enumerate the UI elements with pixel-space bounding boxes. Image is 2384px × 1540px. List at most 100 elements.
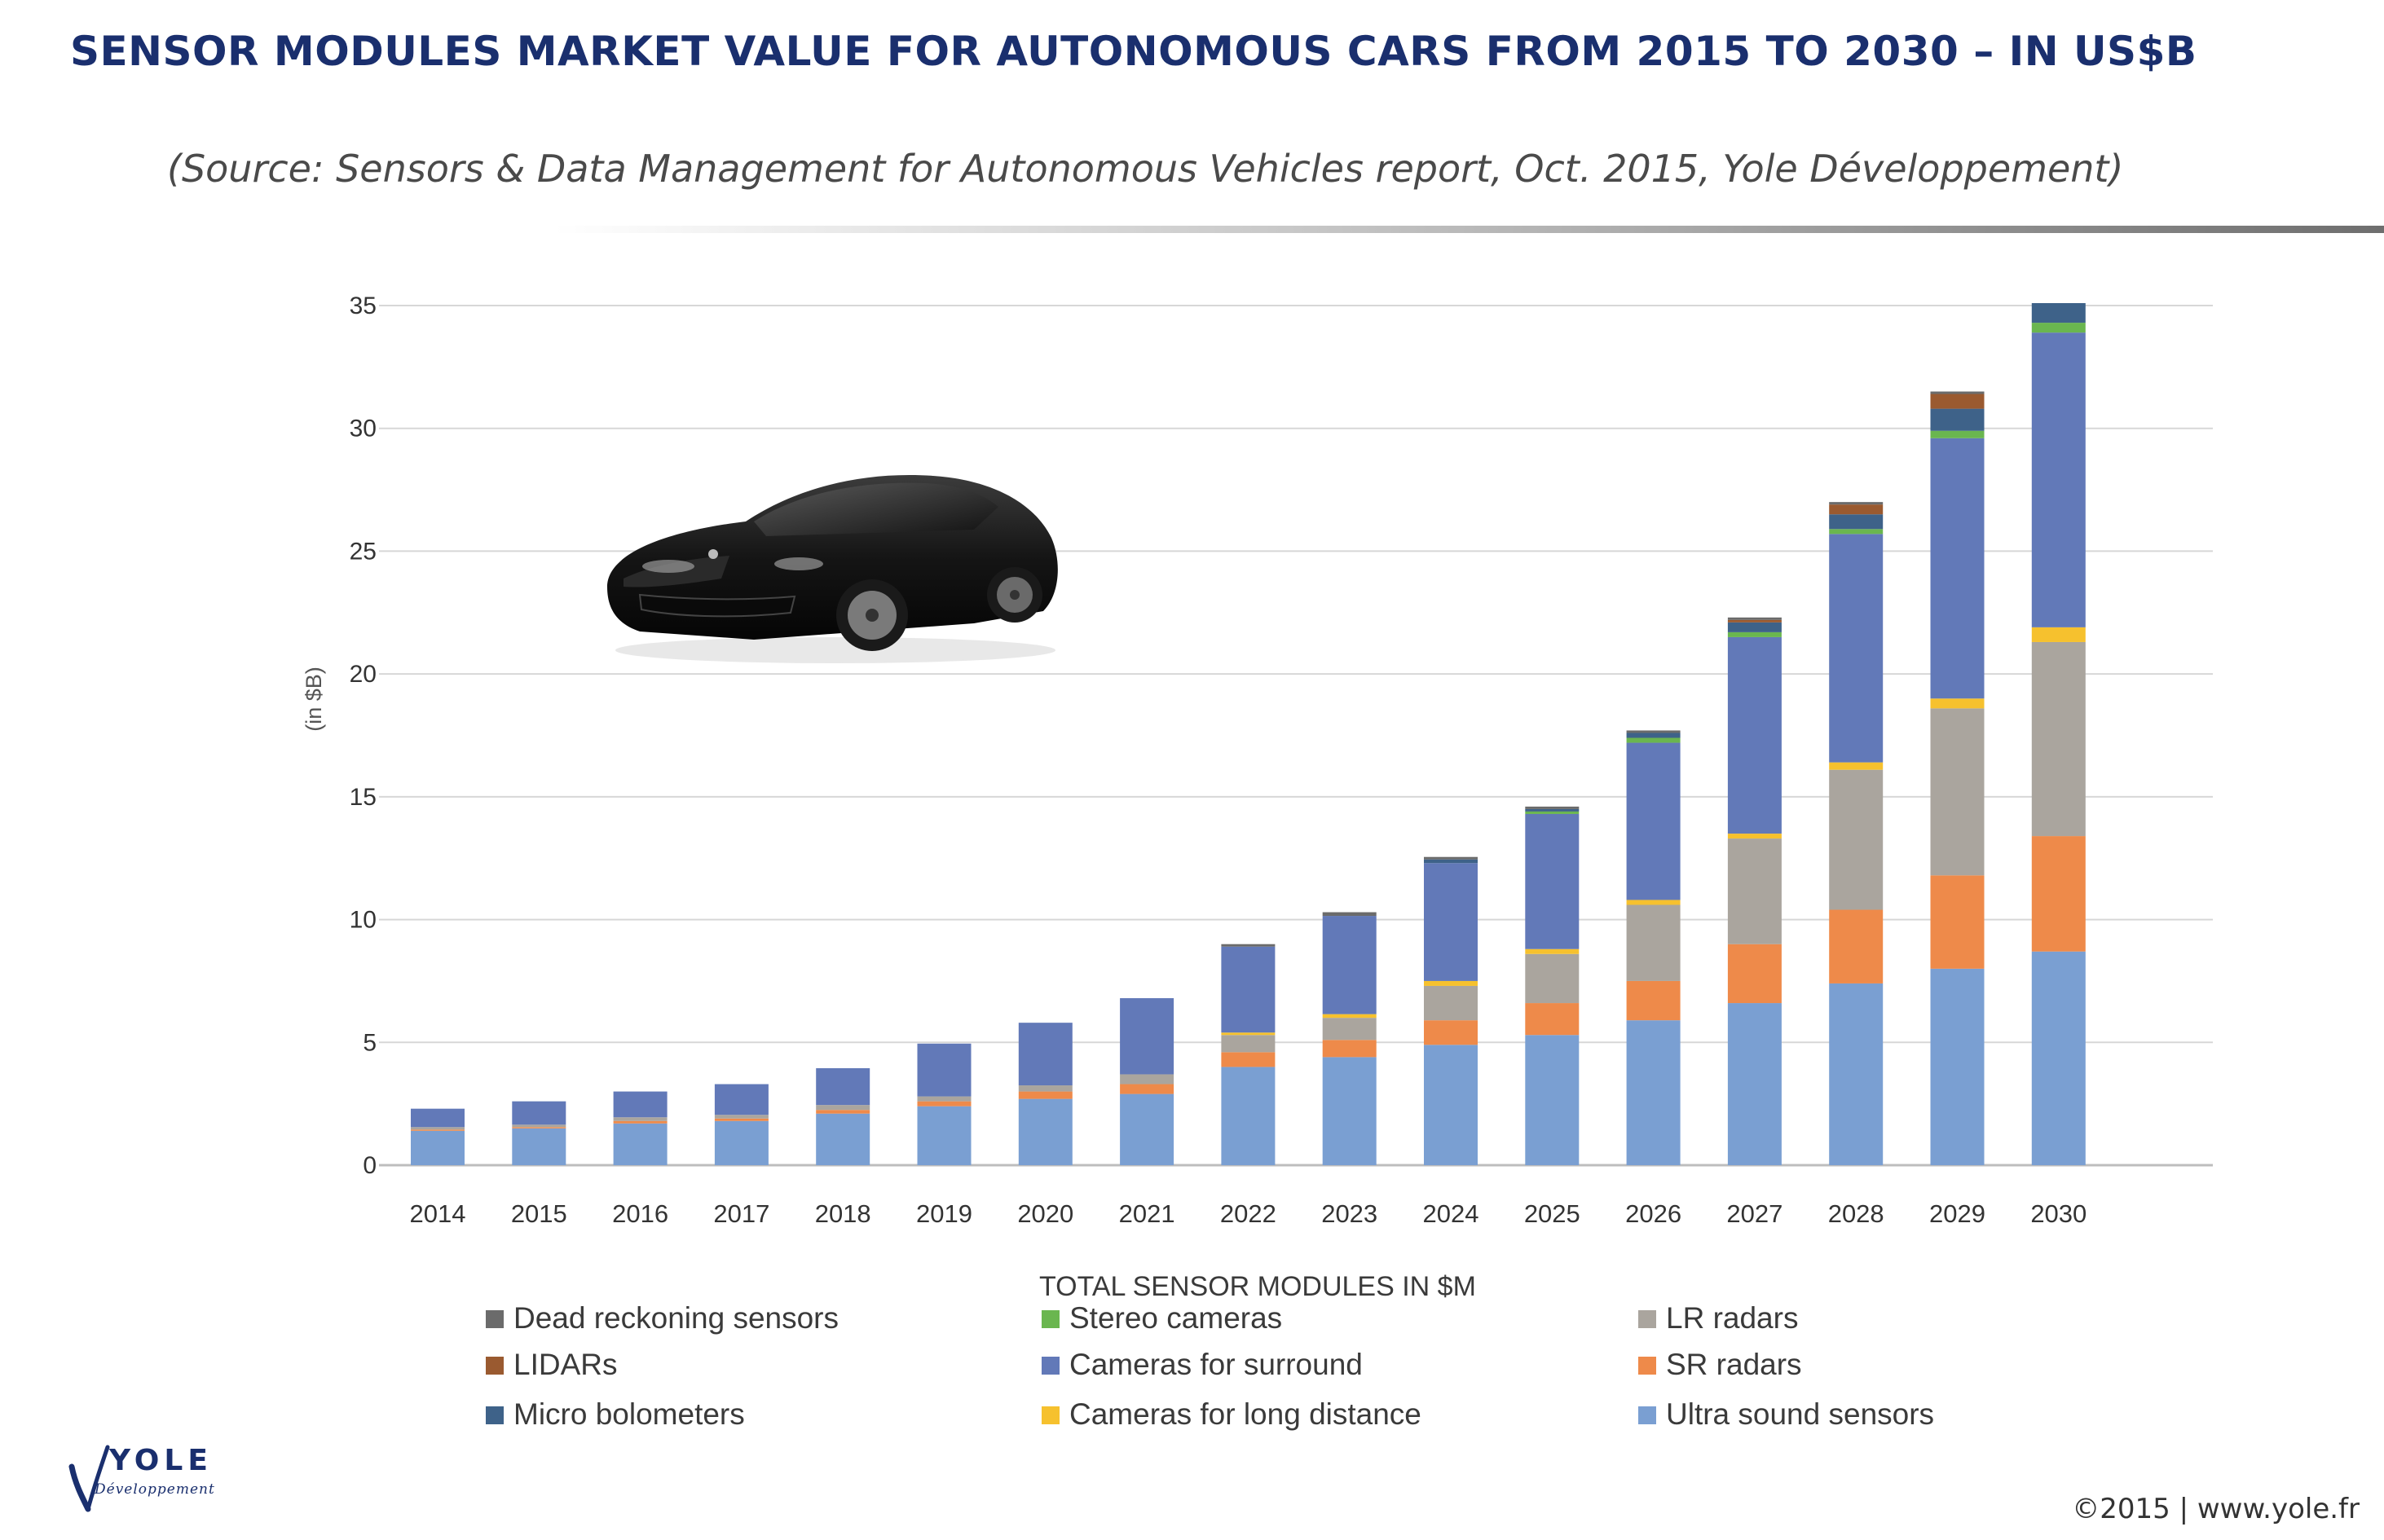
bar-segment (1018, 1091, 1073, 1099)
bar-segment (1424, 1045, 1478, 1165)
y-tick-label: 5 (363, 1029, 377, 1056)
bar-segment (1829, 502, 1884, 505)
bar-segment (411, 1130, 465, 1165)
bar-segment (1829, 514, 1884, 530)
legend-label: Dead reckoning sensors (513, 1301, 839, 1335)
bar-segment (1930, 391, 1985, 394)
x-tick-label: 2018 (815, 1199, 871, 1228)
bar-segment (1930, 438, 1985, 699)
legend-title: TOTAL SENSOR MODULES IN $M (1039, 1271, 1476, 1302)
bar-segment (411, 1127, 465, 1130)
page-subtitle: (Source: Sensors & Data Management for A… (167, 147, 2124, 191)
bar-segment (512, 1124, 566, 1128)
bar-segment (917, 1101, 972, 1107)
bar-segment (1829, 769, 1884, 910)
bar-segment (2031, 836, 2086, 952)
legend-label: Micro bolometers (513, 1397, 745, 1431)
y-tick-label: 35 (350, 293, 377, 319)
bar-segment (1626, 742, 1681, 900)
chart-bars (411, 302, 2086, 1165)
bar-segment (816, 1110, 870, 1114)
bar-segment (1626, 1020, 1681, 1165)
x-tick-label: 2024 (1423, 1199, 1479, 1228)
bar-segment (1424, 985, 1478, 1021)
bar-segment (1626, 737, 1681, 743)
bar-segment (411, 1108, 465, 1128)
bar-segment (1525, 808, 1580, 812)
bar-segment (1525, 806, 1580, 809)
bar-segment (1829, 909, 1884, 983)
bar-segment (1727, 631, 1782, 637)
x-tick-label: 2015 (511, 1199, 567, 1228)
bar-segment (2031, 627, 2086, 642)
bar-segment (1727, 834, 1782, 839)
bar-segment (1018, 1085, 1073, 1092)
bar-segment (1727, 617, 1782, 620)
x-tick-label: 2026 (1625, 1199, 1681, 1228)
yole-logo: YOLE Développement (64, 1442, 243, 1516)
y-tick-label: 0 (363, 1152, 377, 1179)
bar-segment (1829, 529, 1884, 535)
bar-segment (1424, 856, 1478, 860)
bar-segment (1829, 983, 1884, 1165)
bar-segment (816, 1113, 870, 1165)
bar-segment (1525, 953, 1580, 1004)
bar-segment (411, 1129, 465, 1131)
legend-swatch (486, 1310, 504, 1328)
legend-swatch (486, 1357, 504, 1375)
bar-segment (1322, 1018, 1377, 1041)
legend-label: Stereo cameras (1069, 1301, 1282, 1335)
logo-subtext: Développement (95, 1481, 215, 1498)
bar-segment (613, 1091, 668, 1118)
y-axis-label: (in $B) (302, 667, 326, 732)
bar-segment (1727, 622, 1782, 632)
footer-copyright: ©2015 | www.yole.fr (2072, 1493, 2360, 1525)
bar-segment (1626, 733, 1681, 738)
y-tick-label: 10 (350, 907, 377, 934)
legend-swatch (1042, 1406, 1060, 1424)
legend-swatch (1042, 1310, 1060, 1328)
bar-segment (1727, 838, 1782, 944)
x-tick-label: 2027 (1726, 1199, 1782, 1228)
legend-label: Ultra sound sensors (1666, 1397, 1934, 1431)
legend-swatch (1638, 1357, 1656, 1375)
divider-rule (554, 226, 2384, 233)
bar-segment (1424, 980, 1478, 986)
bar-segment (512, 1127, 566, 1129)
legend-label: LR radars (1666, 1301, 1798, 1335)
bar-segment (1626, 900, 1681, 905)
bar-segment (1930, 968, 1985, 1165)
bar-segment (1727, 619, 1782, 623)
bar-segment (1120, 1074, 1174, 1085)
bar-segment (2031, 323, 2086, 333)
x-tick-label: 2022 (1220, 1199, 1276, 1228)
bar-segment (1018, 1098, 1073, 1165)
bar-segment (1829, 762, 1884, 770)
bar-segment (1221, 1052, 1276, 1067)
bar-segment (1727, 636, 1782, 834)
x-tick-label: 2019 (916, 1199, 972, 1228)
bar-segment (1120, 1084, 1174, 1094)
bar-segment (1525, 811, 1580, 814)
bar-segment (1221, 1035, 1276, 1053)
y-tick-label: 15 (350, 784, 377, 811)
bar-segment (1322, 912, 1377, 917)
y-axis-ticks: 0 5 10 15 20 25 30 35 (350, 293, 377, 1179)
bar-segment (1424, 859, 1478, 864)
bar-segment (613, 1123, 668, 1165)
bar-segment (1626, 980, 1681, 1021)
bar-segment (816, 1067, 870, 1106)
x-tick-label: 2023 (1321, 1199, 1377, 1228)
x-tick-label: 2017 (713, 1199, 769, 1228)
bar-segment (1930, 408, 1985, 431)
bar-segment (1322, 1057, 1377, 1165)
x-tick-label: 2030 (2030, 1199, 2087, 1228)
bar-segment (1525, 948, 1580, 954)
bar-segment (1829, 504, 1884, 515)
bar-segment (1930, 875, 1985, 969)
legend-swatch (1042, 1357, 1060, 1375)
car-illustration (607, 475, 1058, 663)
bar-segment (1322, 1040, 1377, 1058)
bar-segment (1626, 904, 1681, 981)
